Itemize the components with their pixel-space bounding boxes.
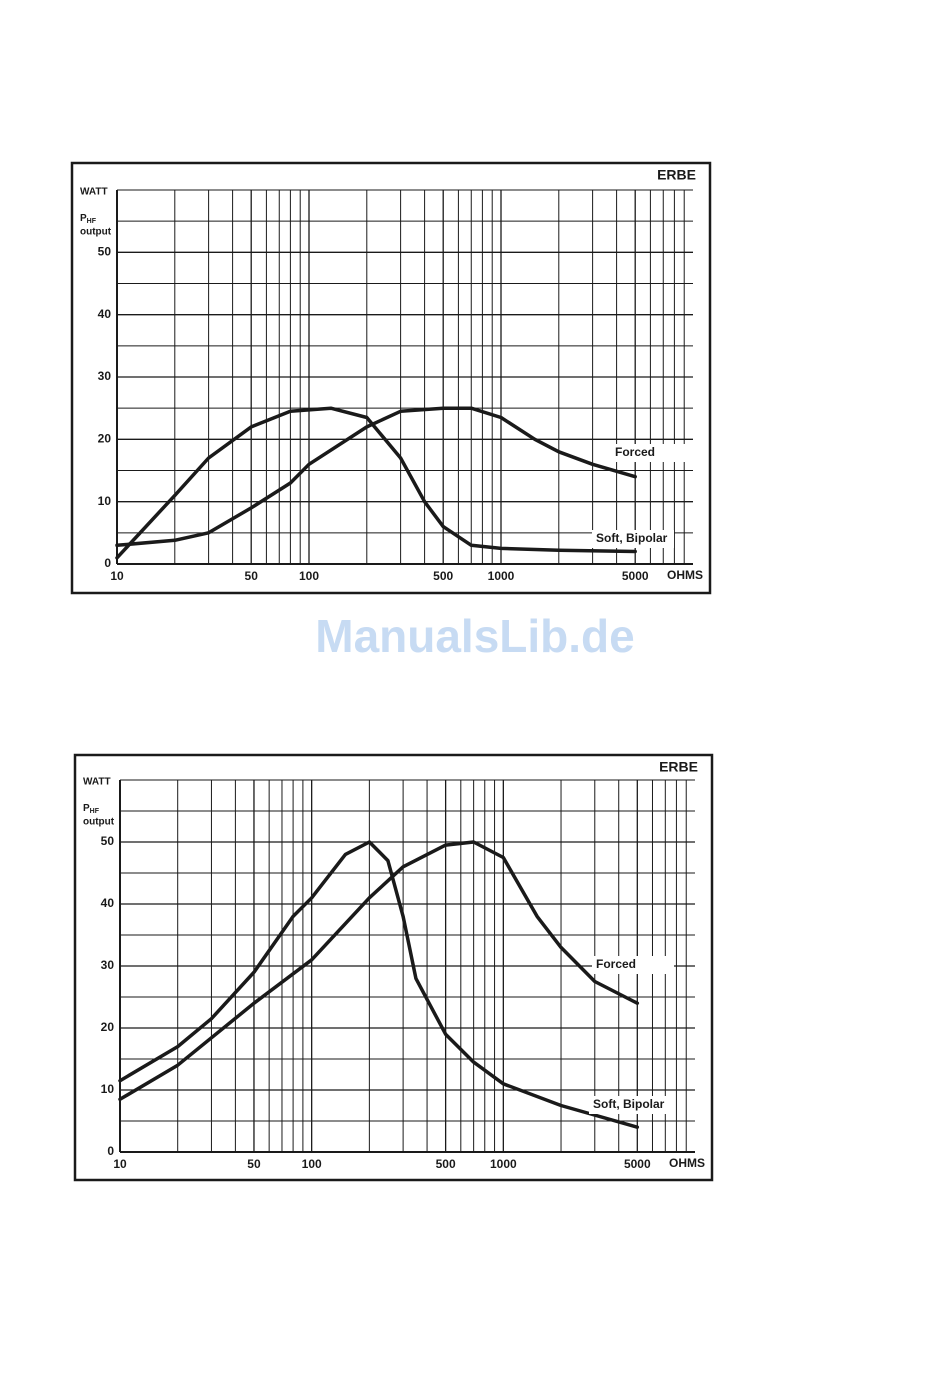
series-label: Soft, Bipolar bbox=[596, 531, 668, 545]
x-unit: OHMS bbox=[667, 568, 703, 582]
y-unit: WATT bbox=[80, 187, 108, 198]
series-label: Forced bbox=[596, 957, 636, 971]
x-tick-label: 10 bbox=[110, 569, 124, 583]
x-tick-label: 100 bbox=[302, 1157, 322, 1171]
y-tick-label: 30 bbox=[98, 369, 112, 383]
label-bg bbox=[592, 956, 674, 974]
series-line bbox=[115, 406, 637, 560]
y-tick-label: 10 bbox=[101, 1082, 115, 1096]
brand: ERBE bbox=[659, 759, 698, 775]
y-label-text: output bbox=[80, 227, 112, 238]
y-tick-label: 20 bbox=[98, 432, 112, 446]
y-tick-label: 10 bbox=[98, 494, 112, 508]
x-tick-label: 500 bbox=[433, 569, 453, 583]
y-unit: WATT bbox=[83, 777, 111, 788]
y-label-text: output bbox=[83, 817, 115, 828]
x-tick-label: 5000 bbox=[622, 569, 649, 583]
watermark: ManualsLib.de bbox=[315, 610, 634, 662]
x-unit: OHMS bbox=[669, 1156, 705, 1170]
series-label: Forced bbox=[615, 445, 655, 459]
brand: ERBE bbox=[657, 167, 696, 183]
x-tick-label: 500 bbox=[436, 1157, 456, 1171]
label-bg bbox=[589, 1096, 671, 1114]
label-bg bbox=[592, 530, 674, 548]
label-bg bbox=[611, 444, 693, 462]
y-tick-label: 50 bbox=[101, 834, 115, 848]
y-tick-label: 0 bbox=[107, 1144, 114, 1158]
y-tick-label: 20 bbox=[101, 1020, 115, 1034]
x-tick-label: 5000 bbox=[624, 1157, 651, 1171]
y-label-subscript: HF bbox=[87, 218, 97, 225]
y-label: PHF bbox=[80, 213, 97, 225]
x-tick-label: 1000 bbox=[490, 1157, 517, 1171]
series-label: Soft, Bipolar bbox=[593, 1097, 665, 1111]
series-line bbox=[118, 840, 640, 1102]
y-tick-label: 40 bbox=[101, 896, 115, 910]
y-label-subscript: HF bbox=[90, 808, 100, 815]
y-label-symbol: P bbox=[80, 213, 87, 224]
y-label-symbol: P bbox=[83, 803, 90, 814]
series-line bbox=[118, 840, 640, 1129]
x-tick-label: 50 bbox=[245, 569, 259, 583]
y-tick-label: 30 bbox=[101, 958, 115, 972]
x-tick-label: 10 bbox=[113, 1157, 127, 1171]
x-tick-label: 1000 bbox=[488, 569, 515, 583]
y-tick-label: 0 bbox=[104, 556, 111, 570]
x-tick-label: 100 bbox=[299, 569, 319, 583]
x-tick-label: 50 bbox=[247, 1157, 261, 1171]
chart-frame bbox=[70, 161, 712, 595]
y-label: PHF bbox=[83, 803, 100, 815]
series-line bbox=[115, 406, 637, 548]
chart-frame bbox=[73, 753, 714, 1182]
y-tick-label: 50 bbox=[98, 245, 112, 259]
y-tick-label: 40 bbox=[98, 307, 112, 321]
